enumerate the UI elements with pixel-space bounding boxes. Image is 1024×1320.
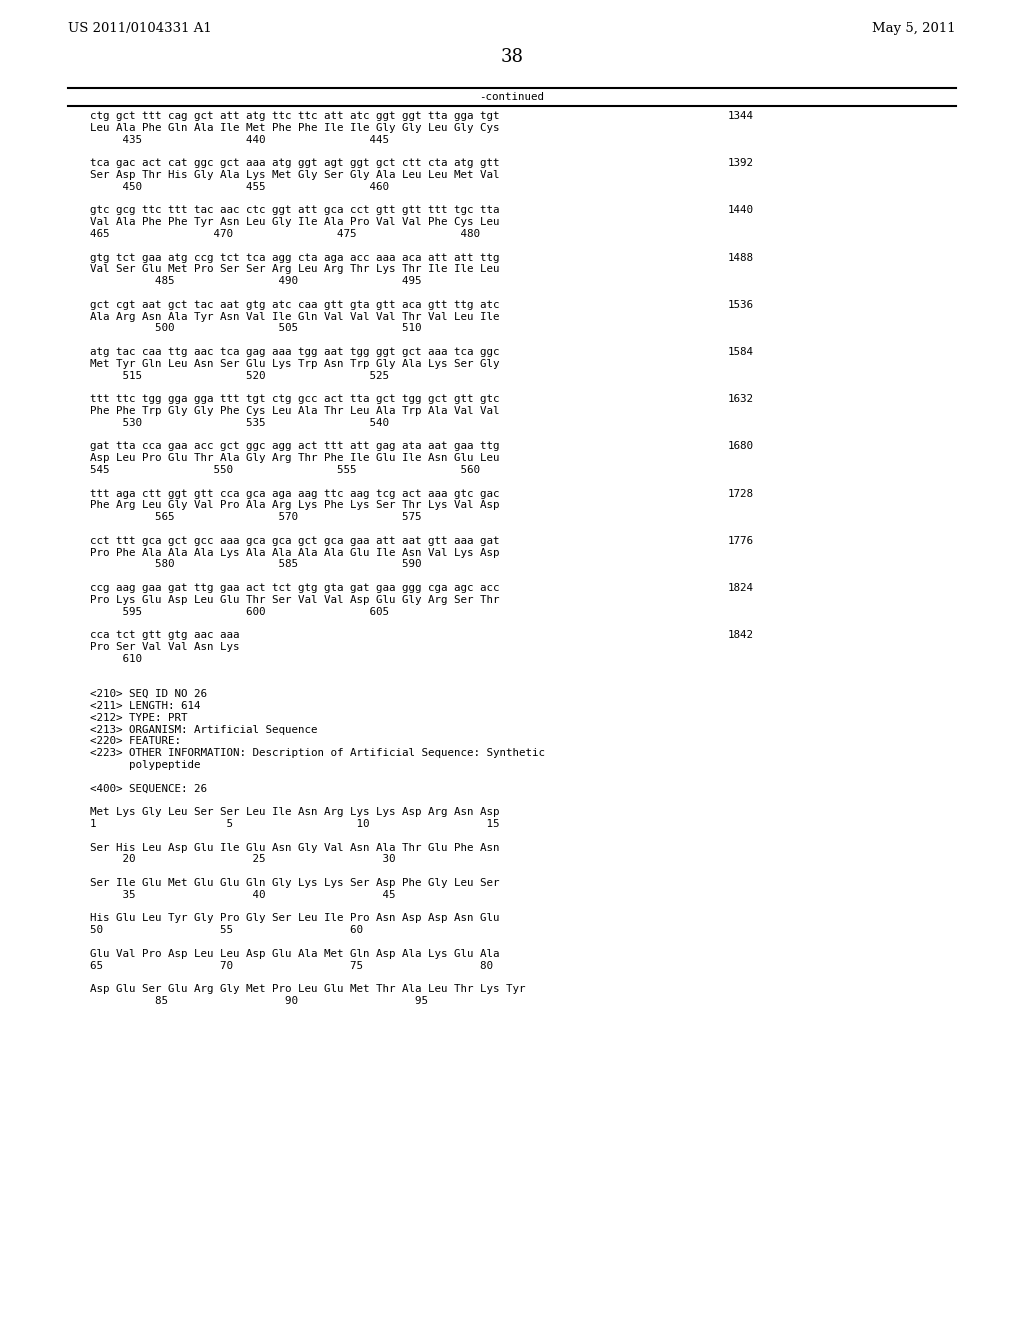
Text: gtc gcg ttc ttt tac aac ctc ggt att gca cct gtt gtt ttt tgc tta: gtc gcg ttc ttt tac aac ctc ggt att gca … [90, 206, 500, 215]
Text: 20                  25                  30: 20 25 30 [90, 854, 395, 865]
Text: Asp Leu Pro Glu Thr Ala Gly Arg Thr Phe Ile Glu Ile Asn Glu Leu: Asp Leu Pro Glu Thr Ala Gly Arg Thr Phe … [90, 453, 500, 463]
Text: Ala Arg Asn Ala Tyr Asn Val Ile Gln Val Val Val Thr Val Leu Ile: Ala Arg Asn Ala Tyr Asn Val Ile Gln Val … [90, 312, 500, 322]
Text: <400> SEQUENCE: 26: <400> SEQUENCE: 26 [90, 784, 207, 793]
Text: gtg tct gaa atg ccg tct tca agg cta aga acc aaa aca att att ttg: gtg tct gaa atg ccg tct tca agg cta aga … [90, 252, 500, 263]
Text: Pro Ser Val Val Asn Lys: Pro Ser Val Val Asn Lys [90, 642, 240, 652]
Text: 1                    5                   10                  15: 1 5 10 15 [90, 818, 500, 829]
Text: <223> OTHER INFORMATION: Description of Artificial Sequence: Synthetic: <223> OTHER INFORMATION: Description of … [90, 748, 545, 758]
Text: 500                505                510: 500 505 510 [90, 323, 422, 334]
Text: -continued: -continued [479, 92, 545, 102]
Text: His Glu Leu Tyr Gly Pro Gly Ser Leu Ile Pro Asn Asp Asp Asn Glu: His Glu Leu Tyr Gly Pro Gly Ser Leu Ile … [90, 913, 500, 924]
Text: 38: 38 [501, 48, 523, 66]
Text: gat tta cca gaa acc gct ggc agg act ttt att gag ata aat gaa ttg: gat tta cca gaa acc gct ggc agg act ttt … [90, 441, 500, 451]
Text: Val Ala Phe Phe Tyr Asn Leu Gly Ile Ala Pro Val Val Phe Cys Leu: Val Ala Phe Phe Tyr Asn Leu Gly Ile Ala … [90, 218, 500, 227]
Text: 530                535                540: 530 535 540 [90, 418, 389, 428]
Text: 565                570                575: 565 570 575 [90, 512, 422, 523]
Text: 1632: 1632 [728, 395, 754, 404]
Text: 65                  70                  75                  80: 65 70 75 80 [90, 961, 493, 970]
Text: ttt ttc tgg gga gga ttt tgt ctg gcc act tta gct tgg gct gtt gtc: ttt ttc tgg gga gga ttt tgt ctg gcc act … [90, 395, 500, 404]
Text: US 2011/0104331 A1: US 2011/0104331 A1 [68, 22, 212, 36]
Text: 1776: 1776 [728, 536, 754, 545]
Text: <213> ORGANISM: Artificial Sequence: <213> ORGANISM: Artificial Sequence [90, 725, 317, 735]
Text: Ser Asp Thr His Gly Ala Lys Met Gly Ser Gly Ala Leu Leu Met Val: Ser Asp Thr His Gly Ala Lys Met Gly Ser … [90, 170, 500, 180]
Text: 545                550                555                560: 545 550 555 560 [90, 465, 480, 475]
Text: Val Ser Glu Met Pro Ser Ser Arg Leu Arg Thr Lys Thr Ile Ile Leu: Val Ser Glu Met Pro Ser Ser Arg Leu Arg … [90, 264, 500, 275]
Text: <220> FEATURE:: <220> FEATURE: [90, 737, 181, 746]
Text: ctg gct ttt cag gct att atg ttc ttc att atc ggt ggt tta gga tgt: ctg gct ttt cag gct att atg ttc ttc att … [90, 111, 500, 121]
Text: Phe Arg Leu Gly Val Pro Ala Arg Lys Phe Lys Ser Thr Lys Val Asp: Phe Arg Leu Gly Val Pro Ala Arg Lys Phe … [90, 500, 500, 511]
Text: cct ttt gca gct gcc aaa gca gca gct gca gaa att aat gtt aaa gat: cct ttt gca gct gcc aaa gca gca gct gca … [90, 536, 500, 545]
Text: Met Tyr Gln Leu Asn Ser Glu Lys Trp Asn Trp Gly Ala Lys Ser Gly: Met Tyr Gln Leu Asn Ser Glu Lys Trp Asn … [90, 359, 500, 368]
Text: 485                490                495: 485 490 495 [90, 276, 422, 286]
Text: 435                440                445: 435 440 445 [90, 135, 389, 145]
Text: 580                585                590: 580 585 590 [90, 560, 422, 569]
Text: atg tac caa ttg aac tca gag aaa tgg aat tgg ggt gct aaa tca ggc: atg tac caa ttg aac tca gag aaa tgg aat … [90, 347, 500, 356]
Text: 1584: 1584 [728, 347, 754, 356]
Text: 595                600                605: 595 600 605 [90, 607, 389, 616]
Text: Ser Ile Glu Met Glu Glu Gln Gly Lys Lys Ser Asp Phe Gly Leu Ser: Ser Ile Glu Met Glu Glu Gln Gly Lys Lys … [90, 878, 500, 888]
Text: Glu Val Pro Asp Leu Leu Asp Glu Ala Met Gln Asp Ala Lys Glu Ala: Glu Val Pro Asp Leu Leu Asp Glu Ala Met … [90, 949, 500, 958]
Text: tca gac act cat ggc gct aaa atg ggt agt ggt gct ctt cta atg gtt: tca gac act cat ggc gct aaa atg ggt agt … [90, 158, 500, 168]
Text: Pro Lys Glu Asp Leu Glu Thr Ser Val Val Asp Glu Gly Arg Ser Thr: Pro Lys Glu Asp Leu Glu Thr Ser Val Val … [90, 595, 500, 605]
Text: ttt aga ctt ggt gtt cca gca aga aag ttc aag tcg act aaa gtc gac: ttt aga ctt ggt gtt cca gca aga aag ttc … [90, 488, 500, 499]
Text: gct cgt aat gct tac aat gtg atc caa gtt gta gtt aca gtt ttg atc: gct cgt aat gct tac aat gtg atc caa gtt … [90, 300, 500, 310]
Text: 1824: 1824 [728, 583, 754, 593]
Text: 1440: 1440 [728, 206, 754, 215]
Text: 1488: 1488 [728, 252, 754, 263]
Text: 1842: 1842 [728, 630, 754, 640]
Text: Pro Phe Ala Ala Ala Lys Ala Ala Ala Ala Glu Ile Asn Val Lys Asp: Pro Phe Ala Ala Ala Lys Ala Ala Ala Ala … [90, 548, 500, 557]
Text: 1680: 1680 [728, 441, 754, 451]
Text: ccg aag gaa gat ttg gaa act tct gtg gta gat gaa ggg cga agc acc: ccg aag gaa gat ttg gaa act tct gtg gta … [90, 583, 500, 593]
Text: 1344: 1344 [728, 111, 754, 121]
Text: May 5, 2011: May 5, 2011 [872, 22, 956, 36]
Text: 35                  40                  45: 35 40 45 [90, 890, 395, 900]
Text: Asp Glu Ser Glu Arg Gly Met Pro Leu Glu Met Thr Ala Leu Thr Lys Tyr: Asp Glu Ser Glu Arg Gly Met Pro Leu Glu … [90, 985, 525, 994]
Text: <211> LENGTH: 614: <211> LENGTH: 614 [90, 701, 201, 711]
Text: <210> SEQ ID NO 26: <210> SEQ ID NO 26 [90, 689, 207, 700]
Text: Met Lys Gly Leu Ser Ser Leu Ile Asn Arg Lys Lys Asp Arg Asn Asp: Met Lys Gly Leu Ser Ser Leu Ile Asn Arg … [90, 808, 500, 817]
Text: Ser His Leu Asp Glu Ile Glu Asn Gly Val Asn Ala Thr Glu Phe Asn: Ser His Leu Asp Glu Ile Glu Asn Gly Val … [90, 842, 500, 853]
Text: 1392: 1392 [728, 158, 754, 168]
Text: polypeptide: polypeptide [90, 760, 201, 770]
Text: 85                  90                  95: 85 90 95 [90, 997, 428, 1006]
Text: <212> TYPE: PRT: <212> TYPE: PRT [90, 713, 187, 723]
Text: 50                  55                  60: 50 55 60 [90, 925, 362, 935]
Text: Phe Phe Trp Gly Gly Phe Cys Leu Ala Thr Leu Ala Trp Ala Val Val: Phe Phe Trp Gly Gly Phe Cys Leu Ala Thr … [90, 407, 500, 416]
Text: 610: 610 [90, 653, 142, 664]
Text: 515                520                525: 515 520 525 [90, 371, 389, 380]
Text: Leu Ala Phe Gln Ala Ile Met Phe Phe Ile Ile Gly Gly Leu Gly Cys: Leu Ala Phe Gln Ala Ile Met Phe Phe Ile … [90, 123, 500, 133]
Text: 465                470                475                480: 465 470 475 480 [90, 228, 480, 239]
Text: 450                455                460: 450 455 460 [90, 182, 389, 191]
Text: 1536: 1536 [728, 300, 754, 310]
Text: cca tct gtt gtg aac aaa: cca tct gtt gtg aac aaa [90, 630, 240, 640]
Text: 1728: 1728 [728, 488, 754, 499]
